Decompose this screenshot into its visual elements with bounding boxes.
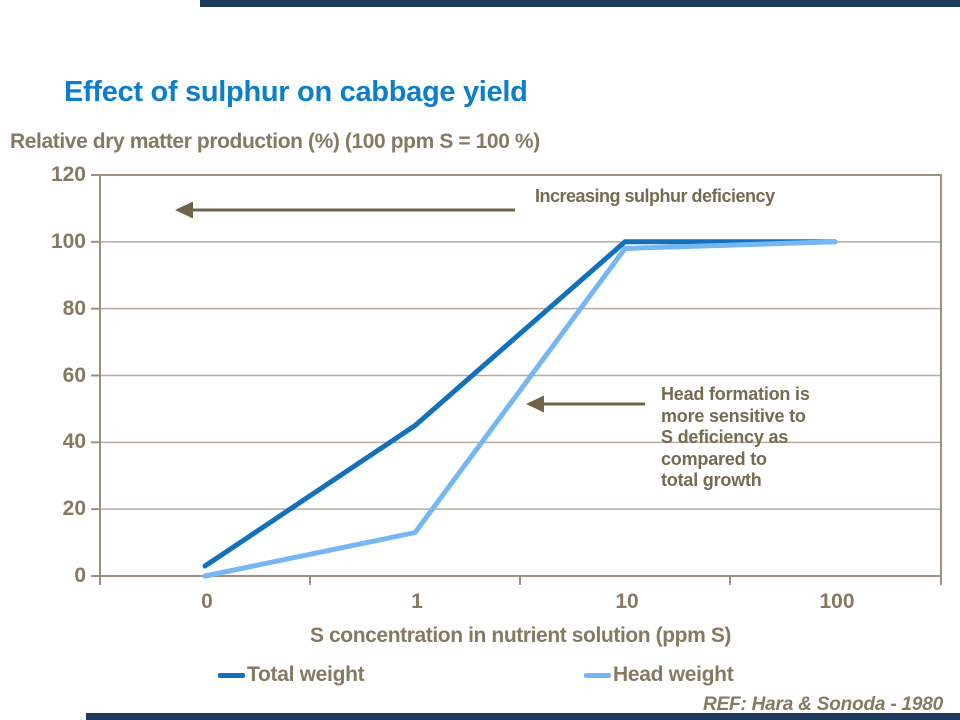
increasing-deficiency-label: Increasing sulphur deficiency bbox=[535, 186, 775, 206]
y-tick-label: 60 bbox=[62, 363, 86, 387]
head-formation-arrow-head bbox=[526, 395, 544, 413]
plot-border bbox=[99, 174, 942, 577]
y-tick-label: 100 bbox=[50, 229, 86, 253]
y-axis-title: Relative dry matter production (%) (100 … bbox=[10, 130, 540, 153]
legend-label: Total weight bbox=[247, 663, 365, 686]
page-title: Effect of sulphur on cabbage yield bbox=[64, 76, 528, 108]
x-tick-label: 0 bbox=[201, 590, 213, 613]
legend-item-head-weight: Head weight bbox=[584, 661, 734, 689]
bottom-accent-bar bbox=[86, 713, 960, 720]
y-tick-label: 80 bbox=[62, 296, 86, 320]
y-tick-label: 20 bbox=[62, 497, 86, 521]
x-tick-label: 10 bbox=[615, 590, 639, 613]
head-weight-line-swatch bbox=[584, 672, 611, 678]
x-axis-title: S concentration in nutrient solution (pp… bbox=[309, 624, 732, 647]
legend-item-total-weight: Total weight bbox=[218, 661, 365, 689]
x-tick-label: 100 bbox=[819, 590, 855, 613]
top-accent-bar bbox=[200, 0, 960, 7]
reference-citation: REF: Hara & Sonoda - 1980 bbox=[703, 694, 943, 715]
legend-label: Head weight bbox=[613, 663, 734, 686]
y-tick-label: 0 bbox=[74, 564, 86, 587]
y-tick-label: 120 bbox=[50, 163, 86, 186]
increasing-deficiency-arrow-head bbox=[175, 201, 193, 219]
total-weight-line-swatch bbox=[218, 672, 245, 678]
chart-legend: Total weight Head weight bbox=[0, 661, 960, 689]
x-tick-label: 1 bbox=[411, 590, 423, 613]
y-tick-label: 40 bbox=[62, 430, 86, 454]
head-formation-note: Head formation is more sensitive to S de… bbox=[661, 384, 810, 490]
